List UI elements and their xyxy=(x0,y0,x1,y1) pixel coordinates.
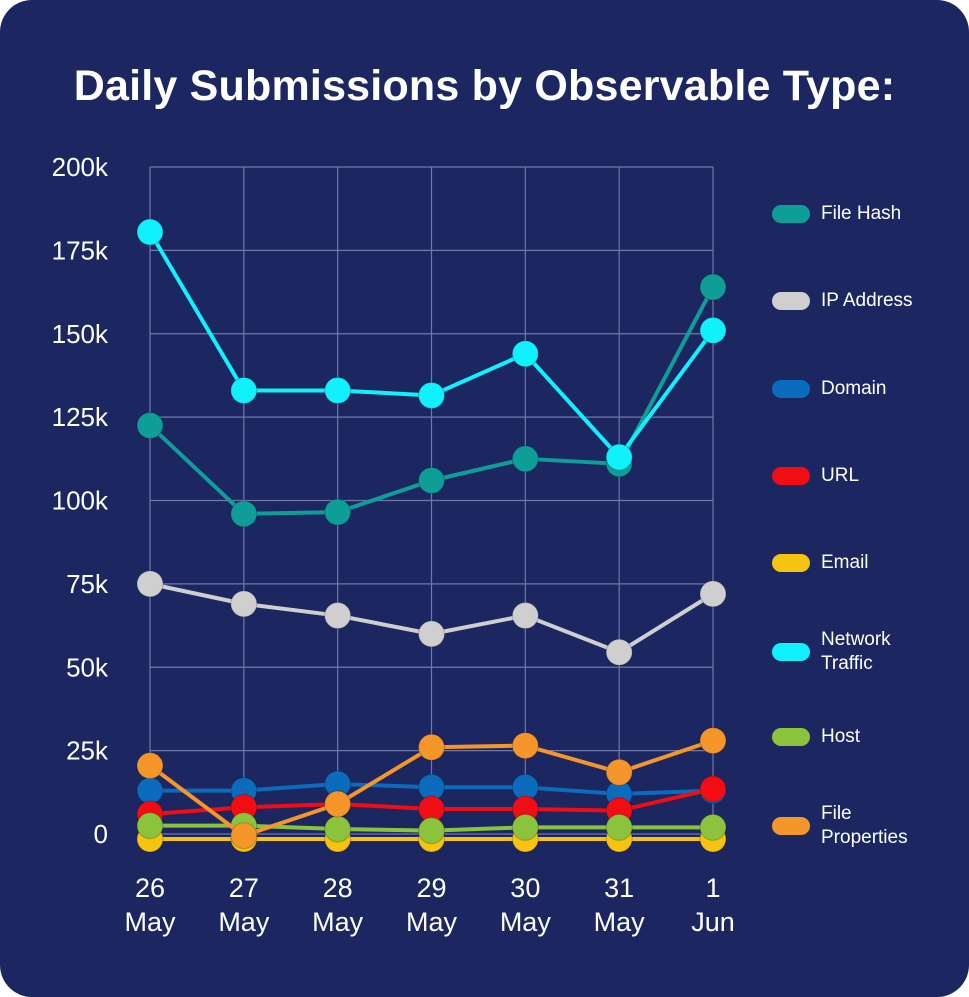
legend-swatch xyxy=(772,817,810,835)
data-point-network-traffic xyxy=(511,340,539,368)
data-point-ip-address xyxy=(605,638,633,666)
legend-label: Email xyxy=(821,552,869,573)
legend-swatch xyxy=(772,292,810,310)
data-point-url xyxy=(699,775,727,803)
data-point-network-traffic xyxy=(605,443,633,471)
y-tick-label: 100k xyxy=(52,486,109,516)
y-tick-label: 125k xyxy=(52,402,109,432)
data-point-host xyxy=(136,812,164,840)
data-point-ip-address xyxy=(136,570,164,598)
legend-swatch xyxy=(772,380,810,398)
data-point-ip-address xyxy=(511,601,539,630)
x-tick-label: 1 Jun xyxy=(691,873,735,937)
legend-swatch xyxy=(772,554,810,572)
legend-swatch xyxy=(772,728,810,746)
legend-label: Network Traffic xyxy=(821,629,891,674)
x-tick-label: 26 May xyxy=(124,873,176,937)
data-point-host xyxy=(699,813,727,841)
data-point-host xyxy=(417,817,446,845)
legend-swatch xyxy=(772,643,810,661)
legend-label: File Hash xyxy=(821,203,902,224)
chart-title: Daily Submissions by Observable Type: xyxy=(73,62,896,110)
legend-label: URL xyxy=(821,465,860,486)
y-tick-label: 150k xyxy=(52,319,109,349)
data-point-ip-address xyxy=(324,601,352,630)
data-point-domain xyxy=(136,777,164,805)
data-point-file-properties xyxy=(324,790,352,818)
data-point-file-hash xyxy=(511,445,539,473)
data-point-network-traffic xyxy=(324,376,352,405)
legend-label: File Properties xyxy=(821,803,908,848)
data-point-file-properties xyxy=(230,822,258,850)
y-tick-label: 200k xyxy=(52,152,109,182)
data-point-network-traffic xyxy=(136,218,164,246)
data-point-file-hash xyxy=(699,273,727,301)
y-tick-label: 50k xyxy=(66,652,109,682)
legend-label: IP Address xyxy=(821,290,913,311)
y-tick-label: 0 xyxy=(94,819,108,849)
chart-legend: File Hash IP Address Domain URL Email Network… xyxy=(772,200,962,880)
data-point-file-properties xyxy=(136,752,164,780)
x-tick-label: 29 May xyxy=(406,873,458,937)
data-point-file-hash xyxy=(324,498,352,526)
data-point-ip-address xyxy=(699,580,727,608)
data-point-host xyxy=(511,813,539,841)
data-point-file-properties xyxy=(699,727,727,755)
data-point-ip-address xyxy=(230,590,258,618)
y-tick-label: 25k xyxy=(66,736,109,766)
data-point-host xyxy=(324,815,352,843)
y-tick-label: 175k xyxy=(52,235,109,265)
data-point-file-properties xyxy=(417,733,446,761)
x-tick-label: 27 May xyxy=(218,873,270,937)
data-point-file-hash xyxy=(417,466,446,495)
data-point-host xyxy=(605,813,633,841)
x-tick-label: 31 May xyxy=(594,873,646,937)
data-point-file-properties xyxy=(511,732,539,760)
data-point-file-properties xyxy=(605,758,633,786)
legend-label: Host xyxy=(821,726,861,747)
x-tick-label: 30 May xyxy=(500,873,552,937)
data-point-file-hash xyxy=(230,500,258,528)
data-point-network-traffic xyxy=(417,381,446,410)
data-point-network-traffic xyxy=(230,376,258,405)
legend-swatch xyxy=(772,205,810,223)
y-tick-label: 75k xyxy=(66,569,109,599)
data-point-network-traffic xyxy=(699,316,727,345)
data-point-file-hash xyxy=(136,411,164,440)
data-point-ip-address xyxy=(417,620,446,648)
legend-swatch xyxy=(772,467,810,485)
legend-label: Domain xyxy=(821,378,887,399)
x-tick-label: 28 May xyxy=(312,873,364,937)
